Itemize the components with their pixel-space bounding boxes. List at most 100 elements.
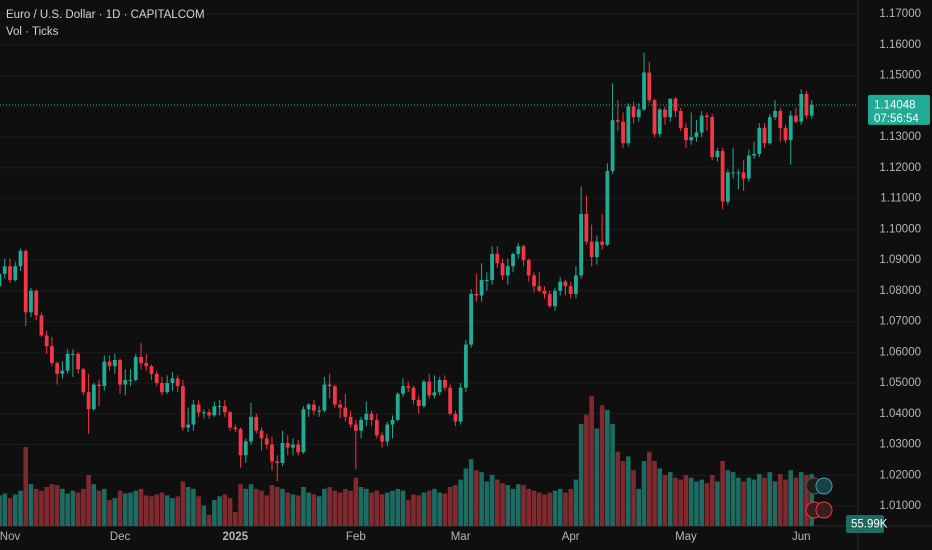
last-price-label: 1.14048 xyxy=(874,99,916,111)
volume-bar xyxy=(673,477,678,526)
candle-body xyxy=(448,387,453,414)
candle-body xyxy=(364,413,369,420)
candle-body xyxy=(605,170,610,245)
candle-body xyxy=(233,427,238,430)
y-tick-label: 1.02000 xyxy=(879,469,921,481)
candle-body xyxy=(516,246,521,254)
candle-body xyxy=(175,378,180,387)
candle-body xyxy=(663,109,667,118)
icon[interactable] xyxy=(815,477,833,495)
volume-bar xyxy=(54,485,60,526)
candle-body xyxy=(165,383,170,393)
candle-body xyxy=(463,344,468,388)
y-tick-label: 1.10000 xyxy=(879,223,921,235)
volume-bar xyxy=(374,490,380,526)
volume-bar xyxy=(510,488,516,526)
volume-layer xyxy=(0,396,815,526)
volume-bar xyxy=(311,494,317,526)
y-tick-label: 1.01000 xyxy=(879,500,921,512)
candle-body xyxy=(600,241,605,245)
y-tick-label: 1.13000 xyxy=(879,131,921,143)
candle-body xyxy=(212,406,217,416)
candle-body xyxy=(348,416,353,425)
volume-bar xyxy=(128,492,133,526)
candle-body xyxy=(762,127,767,144)
candle-body xyxy=(584,213,589,242)
candle-body xyxy=(746,155,751,179)
candle-body xyxy=(327,384,332,387)
chart-title: Euro / U.S. Dollar · 1D · CAPITALCOM xyxy=(6,9,205,21)
candle-body xyxy=(86,392,91,410)
candle-body xyxy=(0,273,2,287)
candle-body xyxy=(505,266,510,276)
volume-bar xyxy=(295,495,301,526)
candle-body xyxy=(76,353,81,370)
candle-body xyxy=(767,117,772,144)
volume-bar xyxy=(343,488,348,526)
volume-bar xyxy=(730,472,736,526)
candle-body xyxy=(34,290,39,316)
candle-body xyxy=(238,429,243,456)
candle-body xyxy=(563,281,568,287)
candle-body xyxy=(332,386,337,405)
candle-body xyxy=(532,275,536,287)
volume-bar xyxy=(191,488,196,526)
volume-bar xyxy=(641,461,647,526)
volume-bar xyxy=(421,492,427,526)
volume-bar xyxy=(212,500,217,526)
volume-label-box xyxy=(846,515,884,533)
candle-body xyxy=(181,386,185,428)
volume-bar xyxy=(720,461,725,526)
volume-bar xyxy=(557,488,563,526)
icons xyxy=(805,477,833,519)
candle-body xyxy=(804,94,809,116)
candle-body xyxy=(731,172,736,174)
volume-bar xyxy=(715,481,720,526)
candle-body xyxy=(406,386,411,388)
volume-bar xyxy=(405,500,411,526)
candle-body xyxy=(788,115,793,141)
volume-bar xyxy=(437,492,442,526)
volume-bar xyxy=(122,493,128,526)
volume-bar xyxy=(70,490,76,526)
icon[interactable] xyxy=(815,501,833,519)
volume-bar xyxy=(798,472,804,526)
volume-bar xyxy=(280,488,285,526)
volume-bar xyxy=(526,488,532,526)
volume-bar xyxy=(316,496,322,526)
y-tick-label: 1.05000 xyxy=(879,377,921,389)
candle-body xyxy=(773,110,777,118)
volume-bar xyxy=(301,487,306,526)
candle-body xyxy=(160,383,164,393)
candle-body xyxy=(380,435,384,442)
volume-bar xyxy=(60,488,65,526)
volume-bar xyxy=(332,490,338,526)
candle-body xyxy=(70,353,75,355)
candle-body xyxy=(752,154,756,156)
volume-bar xyxy=(248,484,254,526)
volume-bar xyxy=(683,474,689,526)
candle-body xyxy=(254,416,259,431)
candle-body xyxy=(91,384,96,410)
volume-bar xyxy=(783,479,788,526)
candle-body xyxy=(594,241,599,258)
candle-body xyxy=(642,72,646,110)
candle-body xyxy=(306,404,311,410)
volume-bar xyxy=(447,487,453,526)
candle-layer xyxy=(0,52,814,482)
grid xyxy=(0,13,858,507)
candle-body xyxy=(222,406,227,413)
volume-bar xyxy=(264,495,270,526)
volume-bar xyxy=(725,470,731,526)
candle-body xyxy=(484,280,489,282)
last-price-box xyxy=(868,94,930,125)
candle-body xyxy=(39,315,44,336)
candle-body xyxy=(615,120,620,122)
volume-bar xyxy=(206,514,212,526)
candle-body xyxy=(678,110,683,128)
volume-bar xyxy=(233,512,238,526)
volume-bar xyxy=(2,493,8,526)
candle-body xyxy=(720,150,725,202)
volume-bar xyxy=(7,498,13,526)
candle-body xyxy=(149,366,154,374)
